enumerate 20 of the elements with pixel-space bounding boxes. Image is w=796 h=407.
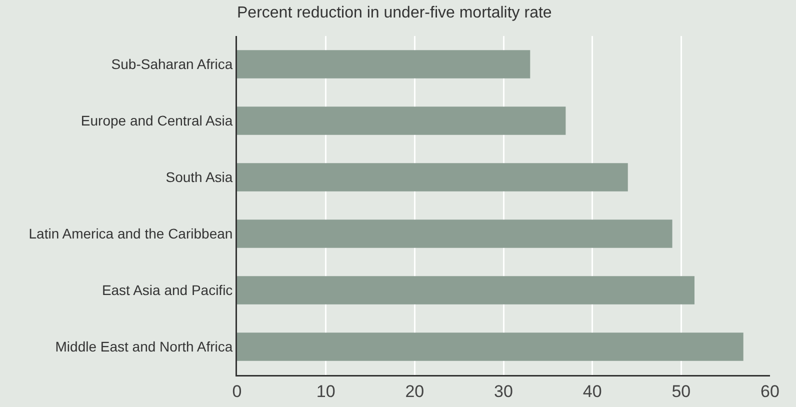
bar — [237, 106, 566, 135]
x-tick-label: 0 — [232, 382, 242, 401]
x-tick-label: 20 — [405, 382, 424, 401]
bar — [237, 332, 744, 361]
x-tick-label: 10 — [316, 382, 336, 401]
y-tick-label: Latin America and the Caribbean — [28, 226, 233, 242]
y-tick-label: Europe and Central Asia — [80, 112, 233, 129]
y-tick-label: South Asia — [166, 169, 233, 186]
bar — [237, 50, 530, 78]
chart-title: Percent reduction in under-five mortality rate — [237, 4, 552, 22]
x-tick-label: 40 — [582, 382, 602, 401]
x-tick-label: 60 — [760, 382, 780, 401]
bar — [237, 163, 628, 192]
y-tick-label: Sub-Saharan Africa — [111, 56, 233, 72]
y-tick-label: East Asia and Pacific — [102, 282, 233, 298]
y-tick-label: Middle East and North Africa — [55, 338, 233, 355]
bar — [237, 220, 672, 248]
x-tick-label: 30 — [494, 382, 513, 401]
x-tick-label: 50 — [672, 382, 691, 401]
bar — [237, 276, 694, 304]
